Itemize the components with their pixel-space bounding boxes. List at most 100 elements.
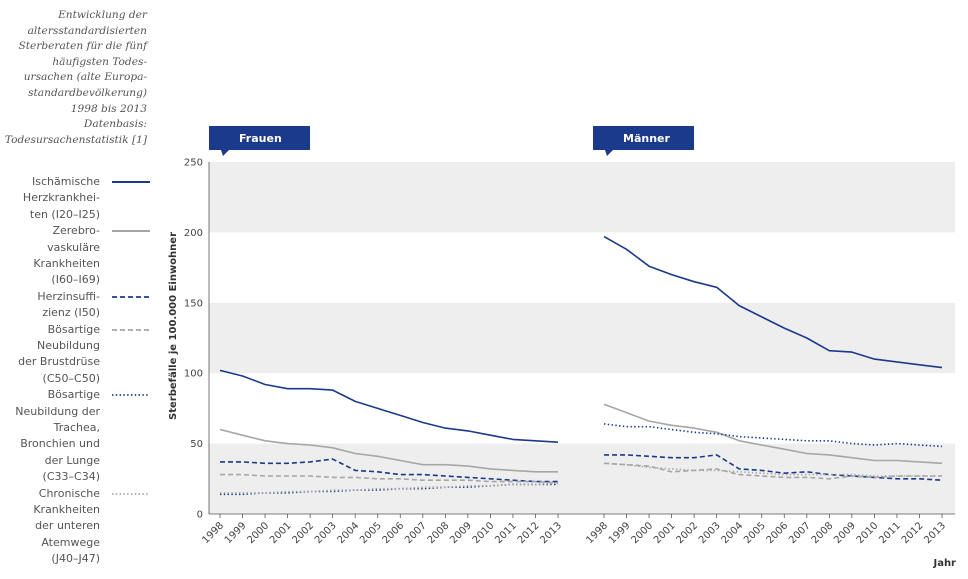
legend-label: der Lunge <box>44 453 100 467</box>
x-tick-label: 2003 <box>313 520 339 546</box>
x-tick-label: 2000 <box>629 520 655 546</box>
x-tick-label: 2007 <box>403 520 429 546</box>
caption-line: Datenbasis: <box>83 118 147 131</box>
legend-label: ten (I20–I25) <box>29 207 100 221</box>
caption-line: 1998 bis 2013 <box>70 102 147 115</box>
legend-label: der Brustdrüse <box>18 355 100 369</box>
x-tick-label: 2008 <box>426 520 452 546</box>
x-tick-label: 2004 <box>720 520 746 546</box>
x-tick-label: 2008 <box>810 520 836 546</box>
y-tick-label: 50 <box>190 439 203 450</box>
caption-line: altersstandardisierten <box>27 24 147 37</box>
legend-swatch <box>112 295 150 298</box>
legend-label: Neubildung der <box>15 404 100 418</box>
caption-line: häufigsten Todes- <box>52 55 147 68</box>
x-tick-label: 2010 <box>471 520 497 546</box>
x-tick-label: 2007 <box>787 520 813 546</box>
legend-label: Krankheiten <box>33 502 100 516</box>
panel-label-box <box>209 126 310 150</box>
legend-label: Herzkrankhei- <box>22 191 100 205</box>
y-tick-label: 100 <box>184 369 203 380</box>
series-line <box>603 403 943 465</box>
y-tick-label: 200 <box>184 228 203 239</box>
legend-label: Bronchien und <box>20 437 100 451</box>
legend-label: Bösartige <box>47 388 100 402</box>
legend-label: Zerebro- <box>52 224 100 238</box>
legend-label: zienz (I50) <box>42 306 100 320</box>
caption-line: standardbevölkerung) <box>28 86 147 99</box>
legend-label: (I60–I69) <box>51 273 100 287</box>
x-tick-label: 2005 <box>358 520 384 546</box>
y-tick-label: 150 <box>184 298 203 309</box>
x-tick-label: 2012 <box>516 520 542 546</box>
x-tick-label: 1998 <box>200 520 226 546</box>
series-line <box>603 423 943 448</box>
caption-line: Entwicklung der <box>58 9 147 21</box>
grid-band <box>209 443 955 514</box>
caption-line: Sterberaten für die fünf <box>18 40 147 53</box>
series-line <box>219 428 558 473</box>
x-tick-label: 2002 <box>290 520 316 546</box>
legend-label: Trachea, <box>53 420 100 434</box>
grid-band <box>209 302 955 374</box>
y-tick-label: 0 <box>197 510 203 521</box>
legend-label: Chronische <box>38 486 100 500</box>
x-tick-label: 2011 <box>877 520 903 546</box>
x-tick-label: 2000 <box>245 520 271 546</box>
legend-label: (C50–C50) <box>42 371 100 385</box>
legend-label: Bösartige <box>47 322 100 336</box>
legend-label: Herzinsuffi- <box>37 289 100 303</box>
chart-caption: Entwicklung der altersstandardisierten Ste… <box>4 8 147 148</box>
x-tick-label: 1998 <box>584 520 610 546</box>
x-tick-label: 2012 <box>900 520 926 546</box>
legend-swatch <box>112 230 150 233</box>
x-tick-label: 1999 <box>607 520 633 546</box>
legend-swatch <box>112 328 150 331</box>
legend-swatch <box>112 492 150 495</box>
panel-label-pointer <box>221 150 229 156</box>
x-tick-label: 2001 <box>268 520 294 546</box>
legend-label: vaskuläre <box>47 240 100 254</box>
legend-swatch <box>112 394 150 397</box>
series-line <box>220 458 558 483</box>
y-tick-label: 250 <box>184 158 203 169</box>
panel-label-box <box>593 126 694 150</box>
legend-label: (C33–C34) <box>42 470 100 484</box>
grid-band <box>209 162 955 233</box>
legend-label: Ischämische <box>31 175 100 188</box>
series-line <box>604 454 943 481</box>
legend-label: Atemwege <box>41 535 100 549</box>
legend-label: (J40–J47) <box>51 552 100 566</box>
x-tick-label: 2013 <box>538 520 564 546</box>
series-line <box>220 473 559 484</box>
series-line <box>603 235 943 369</box>
series-line <box>220 482 559 494</box>
y-axis-title: Sterbefälle je 100.000 Einwohner <box>168 232 179 420</box>
x-tick-label: 2006 <box>381 520 407 546</box>
x-tick-label: 2010 <box>855 520 881 546</box>
x-tick-label: 1999 <box>223 520 249 546</box>
x-tick-label: 2002 <box>674 520 700 546</box>
legend-label: Neubildung <box>37 338 100 352</box>
x-tick-label: 2009 <box>448 520 474 546</box>
x-tick-label: 2013 <box>922 520 948 546</box>
panel-label: Frauen <box>239 132 282 145</box>
panel-label-pointer <box>605 150 613 156</box>
panel-label: Männer <box>623 132 670 145</box>
x-tick-label: 2004 <box>336 520 362 546</box>
caption-line: Todesursachenstatistik [1] <box>4 133 147 146</box>
x-tick-label: 2001 <box>652 520 678 546</box>
x-tick-label: 2011 <box>493 520 519 546</box>
series-line <box>603 462 942 477</box>
x-axis-title: Jahr <box>932 558 956 569</box>
series-line <box>219 369 559 443</box>
x-tick-label: 2005 <box>742 520 768 546</box>
x-tick-label: 2009 <box>832 520 858 546</box>
legend-label: der unteren <box>35 519 100 533</box>
x-tick-label: 2006 <box>765 520 791 546</box>
x-tick-label: 2003 <box>697 520 723 546</box>
legend-label: Krankheiten <box>33 256 100 270</box>
caption-line: ursachen (alte Europa- <box>23 71 147 84</box>
legend-swatch <box>112 181 150 183</box>
